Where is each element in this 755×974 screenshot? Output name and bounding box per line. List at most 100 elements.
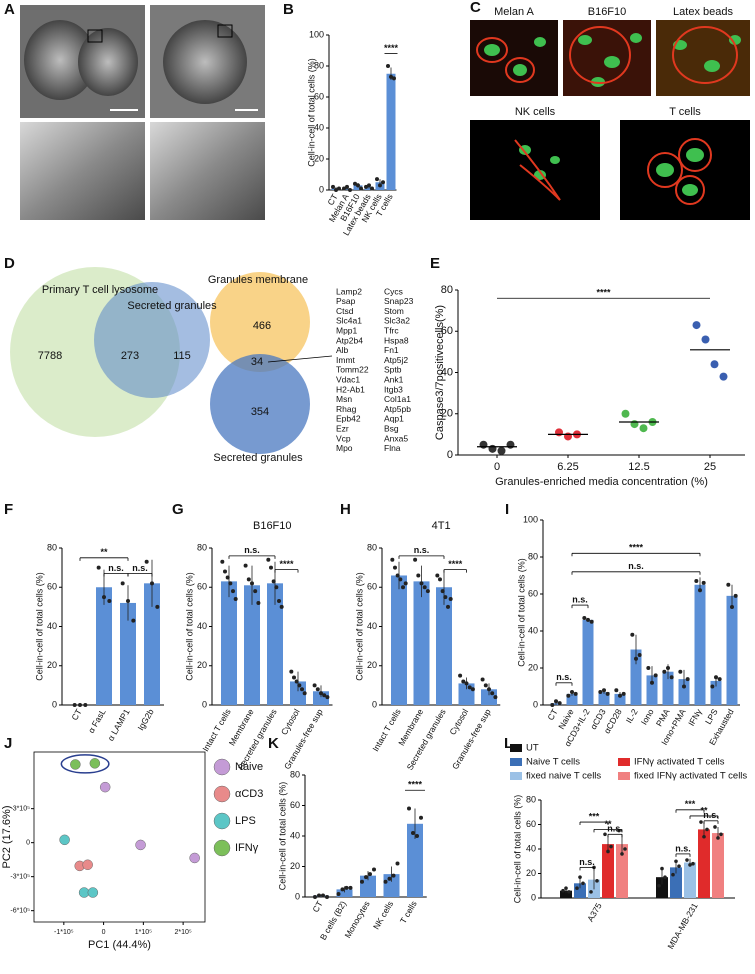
panel-label: K	[268, 735, 279, 752]
data-point	[144, 559, 149, 564]
data-point	[620, 852, 624, 856]
legend-label: LPS	[235, 815, 256, 827]
plot-frame	[33, 751, 206, 923]
membranes	[476, 26, 738, 205]
data-point	[677, 864, 681, 868]
y-tick-label: 20	[528, 662, 538, 672]
panel-label: I	[505, 501, 509, 518]
data-point	[701, 580, 706, 585]
data-point	[660, 866, 664, 871]
data-point	[411, 830, 415, 835]
significance-label: **	[700, 805, 708, 815]
data-point	[223, 569, 227, 574]
data-point	[359, 186, 363, 191]
x-tick-label: Intact T cells	[370, 707, 402, 753]
data-point	[72, 703, 77, 707]
bar	[662, 671, 674, 705]
data-point	[233, 597, 238, 602]
x-tick-label: CT	[69, 707, 83, 722]
significance-label: n.s.	[607, 824, 623, 834]
micrograph-label: Melan A	[494, 6, 534, 18]
data-point	[719, 372, 728, 381]
y-tick-label: 100	[309, 29, 324, 39]
significance-label: n.s.	[556, 672, 572, 682]
micrograph	[150, 122, 265, 220]
y-tick-label: 100	[523, 514, 538, 524]
bar	[698, 829, 710, 898]
venn-count: 7788	[38, 350, 62, 362]
data-point	[87, 887, 99, 898]
bar	[391, 575, 407, 705]
significance-label: n.s.	[703, 810, 719, 820]
significance-label: **	[604, 819, 612, 829]
data-point	[713, 825, 717, 829]
gene-name: Cycs	[384, 286, 403, 296]
y-tick-label: 0	[372, 699, 377, 709]
y-axis-label: Cell-in-cell of total cells (%)	[516, 558, 526, 667]
gene-name: Hspa8	[384, 335, 409, 345]
data-point	[392, 76, 396, 81]
gene-name: H2-Ab1	[336, 384, 365, 394]
gene-name: Itgb3	[384, 384, 403, 394]
y-tick-label: 80	[47, 542, 57, 552]
gene-name: Vcp	[336, 433, 351, 443]
x-tick-label: 1*10⁵	[135, 929, 152, 936]
data-point	[228, 581, 233, 586]
data-point	[589, 890, 593, 894]
bar	[267, 583, 283, 705]
data-point	[733, 593, 738, 598]
data-point	[300, 687, 304, 692]
y-tick-label: 80	[526, 794, 536, 804]
x-tick-label: CT	[545, 707, 559, 722]
data-point	[250, 581, 254, 586]
gene-name: Snap23	[384, 296, 414, 306]
x-axis-label: PC1 (44.4%)	[88, 939, 151, 951]
data-point	[448, 597, 453, 602]
data-point	[479, 440, 488, 449]
venn-label: Primary T cell lysosome	[42, 284, 158, 296]
data-point	[383, 879, 388, 884]
x-tick-label: IFNγ	[686, 706, 704, 727]
gene-name: Atp2b4	[336, 335, 363, 345]
x-tick-label: IL-2	[624, 707, 640, 725]
bar	[694, 584, 706, 705]
legend-swatch	[510, 744, 522, 752]
y-tick-label: 0	[533, 699, 538, 709]
data-point	[493, 695, 498, 700]
legend-label: fixed IFNγ activated T cells	[634, 771, 747, 782]
venn-count: 354	[251, 406, 269, 418]
panel-label: A	[4, 1, 15, 18]
panel-label: H	[340, 501, 351, 518]
data-point	[89, 758, 101, 769]
data-point	[387, 876, 392, 881]
bar	[386, 73, 396, 190]
y-tick-label: 80	[314, 60, 324, 70]
bar	[407, 823, 423, 897]
venn-count: 115	[173, 350, 191, 362]
significance-label: n.s.	[244, 545, 260, 555]
bar	[710, 680, 722, 705]
panel-label: G	[172, 501, 184, 518]
significance-label: **	[100, 547, 108, 557]
gene-name: Sptb	[384, 365, 402, 375]
y-tick-label: 60	[528, 588, 538, 598]
data-point	[710, 360, 719, 369]
bar	[712, 833, 724, 898]
y-tick-label: 60	[441, 325, 453, 337]
data-point	[692, 321, 701, 330]
y-tick-label: 20	[290, 861, 300, 871]
legend-label: IFNγ	[235, 842, 259, 854]
micrograph	[470, 20, 558, 96]
gene-name: Rhag	[336, 404, 357, 414]
x-tick-label: NK cells	[371, 899, 395, 931]
y-tick-label: 0	[319, 184, 324, 194]
gene-name: Ezr	[336, 423, 349, 433]
data-point	[289, 669, 294, 674]
data-point	[401, 585, 405, 590]
panel-label: D	[4, 255, 15, 272]
data-point	[605, 691, 610, 696]
gene-name: Vdac1	[336, 374, 360, 384]
data-point	[364, 184, 368, 189]
gene-name: Col1a1	[384, 394, 411, 404]
